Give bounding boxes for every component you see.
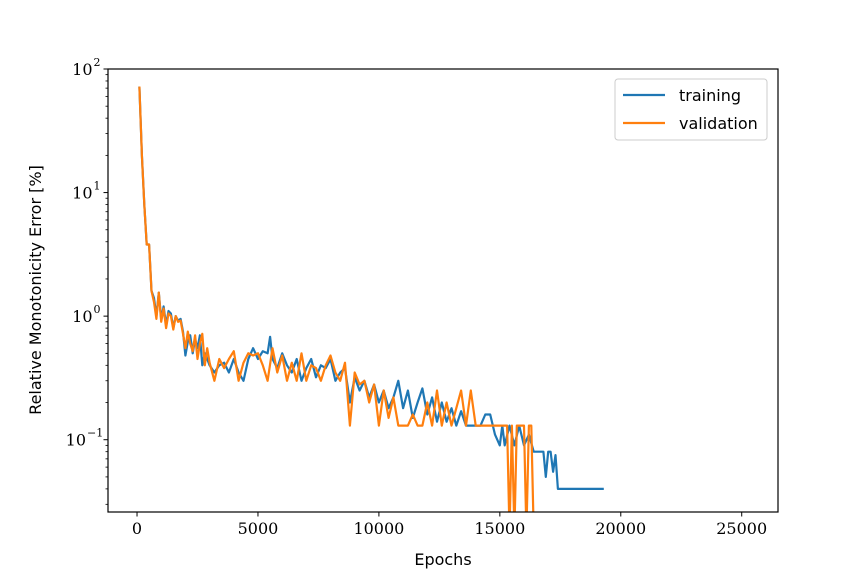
x-tick-label: 10000 (353, 519, 404, 538)
plot-area (108, 69, 778, 512)
y-tick-exponent: 1 (94, 180, 101, 193)
y-tick-label: 10 (66, 431, 86, 450)
y-tick-label: 10 (72, 60, 92, 79)
x-tick-label: 20000 (595, 519, 646, 538)
x-tick-label: 15000 (474, 519, 525, 538)
x-tick-label: 0 (132, 519, 142, 538)
y-tick-exponent: 2 (94, 56, 101, 69)
series-line-validation (138, 86, 535, 512)
y-tick-exponent: −1 (87, 427, 103, 440)
y-axis-label: Relative Monotonicity Error [%] (26, 165, 45, 415)
legend-label-training: training (679, 86, 741, 105)
plot-frame (107, 68, 779, 513)
y-tick-label: 10 (72, 307, 92, 326)
y-tick-exponent: 0 (94, 303, 101, 316)
series-layer (138, 86, 604, 512)
legend: training validation (614, 78, 768, 141)
x-tick-label: 5000 (238, 519, 279, 538)
x-tick-label: 25000 (716, 519, 767, 538)
x-axis-label: Epochs (414, 550, 471, 569)
y-tick-label: 10 (72, 184, 92, 203)
x-axis-ticks: 0 5000 10000 15000 20000 25000 (132, 512, 767, 538)
legend-label-validation: validation (679, 114, 758, 133)
